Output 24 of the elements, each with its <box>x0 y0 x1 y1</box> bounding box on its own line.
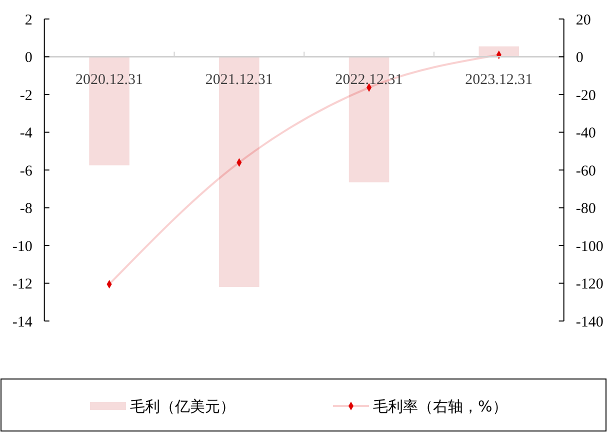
x-tick-label: 2021.12.31 <box>205 72 273 88</box>
y2-tick-label: -20 <box>576 88 596 104</box>
y-tick-label: -4 <box>20 126 33 142</box>
y2-tick-label: -60 <box>576 163 596 180</box>
y-tick-label: -6 <box>20 163 33 180</box>
y2-tick-label: -80 <box>576 201 596 217</box>
legend-label: 毛利（亿美元） <box>130 397 235 416</box>
x-tick-label: 2023.12.31 <box>465 72 533 88</box>
y-tick-label: -2 <box>20 88 32 104</box>
y2-tick-label: -140 <box>576 314 604 330</box>
y2-tick-label: -120 <box>576 276 604 292</box>
y2-tick-label: 0 <box>576 50 584 66</box>
y2-tick-label: 20 <box>576 12 591 28</box>
y-tick-label: -10 <box>12 238 32 255</box>
x-tick-label: 2022.12.31 <box>335 72 403 88</box>
y-tick-label: -12 <box>12 276 32 292</box>
y2-tick-label: -100 <box>576 238 604 255</box>
y-tick-label: -14 <box>12 314 33 330</box>
y-tick-label: 2 <box>24 12 32 28</box>
legend-label: 毛利率（右轴，%） <box>373 397 508 416</box>
x-tick-label: 2020.12.31 <box>76 72 144 88</box>
y-tick-label: -8 <box>20 201 32 217</box>
y2-tick-label: -40 <box>576 126 596 142</box>
y-tick-label: 0 <box>24 50 32 66</box>
